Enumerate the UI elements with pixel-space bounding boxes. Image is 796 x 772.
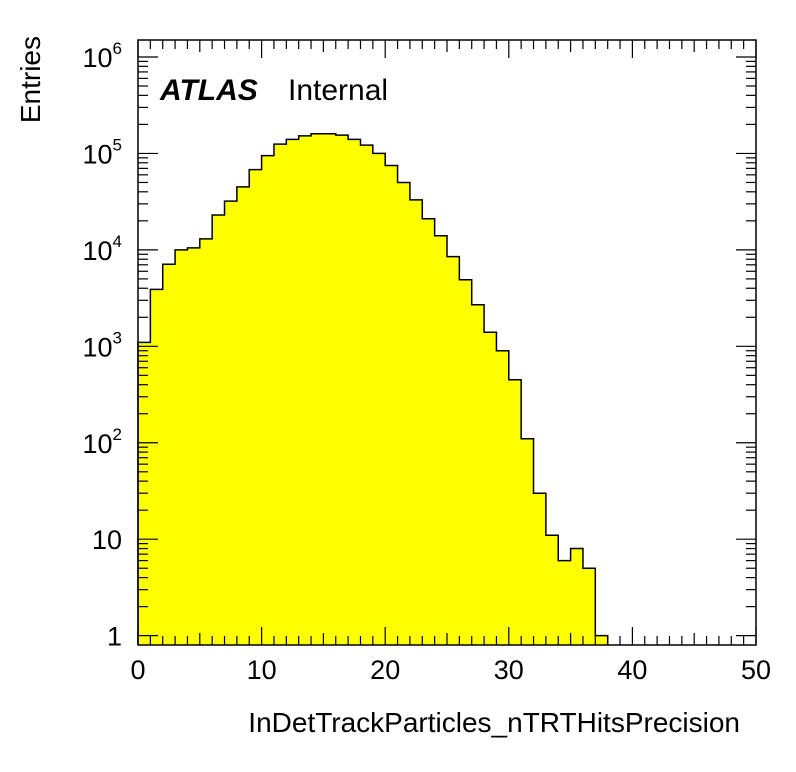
histogram-bin <box>434 235 448 646</box>
y-tick-label: 103 <box>82 328 122 362</box>
x-tick-label: 30 <box>494 655 524 685</box>
y-tick-label: 105 <box>82 135 122 169</box>
histogram-bin <box>175 249 188 645</box>
histogram-bin <box>261 155 275 645</box>
y-tick-label: 102 <box>82 425 122 459</box>
histogram-bin <box>484 332 497 645</box>
y-tick-label: 1 <box>107 622 122 652</box>
histogram-bin <box>558 560 571 645</box>
histogram-bin <box>422 218 436 645</box>
histogram-bin <box>335 135 349 645</box>
histogram-bin <box>286 139 300 645</box>
histogram-bin <box>595 635 609 645</box>
histogram-bin <box>533 493 547 645</box>
y-tick-label: 10 <box>92 525 122 555</box>
internal-label: Internal <box>288 74 388 107</box>
histogram-bin <box>582 568 596 645</box>
histogram-bin <box>409 199 423 645</box>
x-axis-title: InDetTrackParticles_nTRTHitsPrecision <box>248 707 740 738</box>
histogram-bin <box>162 264 176 645</box>
histogram-bin <box>471 304 485 645</box>
histogram-bin <box>385 165 398 646</box>
histogram-bin <box>545 535 559 645</box>
x-tick-label: 20 <box>370 655 400 685</box>
histogram-bin <box>187 247 201 645</box>
histogram-bin <box>150 289 164 645</box>
histogram-bin <box>224 201 238 645</box>
histogram-bin <box>199 238 213 646</box>
y-tick-label: 106 <box>82 39 122 73</box>
histogram-outline <box>137 132 609 645</box>
histogram-bin <box>236 186 250 645</box>
y-axis-title: Entries <box>15 36 46 123</box>
x-tick-labels: 0 10 20 30 40 50 <box>130 655 771 685</box>
histogram-bin <box>273 144 287 645</box>
histogram-bin <box>212 214 225 645</box>
y-axis-ticks <box>138 56 756 637</box>
x-axis-ticks <box>137 40 757 645</box>
x-tick-label: 50 <box>741 655 771 685</box>
histogram-bin <box>397 182 411 645</box>
x-tick-label: 10 <box>247 655 277 685</box>
x-tick-label: 40 <box>617 655 647 685</box>
histogram-bin <box>508 379 522 645</box>
histogram-bin <box>311 133 324 646</box>
histogram-bin <box>447 256 460 645</box>
x-tick-label: 0 <box>130 655 145 685</box>
histogram-bin <box>360 145 374 645</box>
y-tick-labels: 1 10 102 103 104 105 106 <box>82 39 122 652</box>
histogram-bin <box>521 438 534 645</box>
histogram-bin <box>496 350 510 645</box>
histogram-bin <box>249 169 262 645</box>
histogram-bin <box>459 279 473 645</box>
histogram-bin <box>323 133 337 646</box>
atlas-label: ATLAS <box>159 74 258 107</box>
histogram-bin <box>348 139 361 645</box>
histogram-bin <box>570 548 584 645</box>
histogram-bins <box>138 133 609 646</box>
y-tick-label: 104 <box>82 232 122 266</box>
histogram-bin <box>372 153 386 645</box>
histogram-bin <box>298 135 312 646</box>
